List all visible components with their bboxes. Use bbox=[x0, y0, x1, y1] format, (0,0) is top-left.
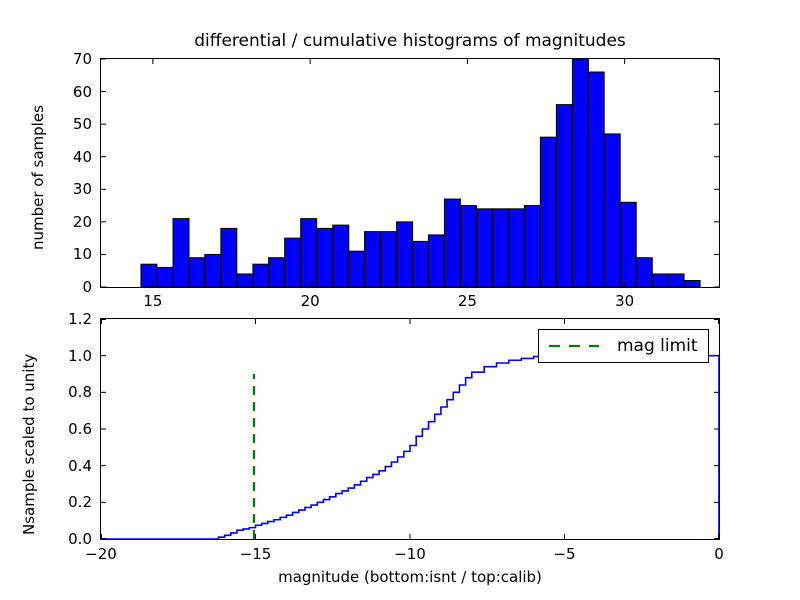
cumulative-histogram-xlabel: magnitude (bottom:isnt / top:calib) bbox=[278, 568, 542, 586]
histogram-bar bbox=[204, 253, 222, 287]
xtick-label: 0 bbox=[714, 545, 724, 563]
histogram-bar bbox=[364, 231, 382, 287]
histogram-bar bbox=[667, 273, 685, 287]
ytick-label: 70 bbox=[72, 50, 92, 68]
ytick-label: 30 bbox=[72, 180, 92, 199]
ytick-label: 10 bbox=[72, 245, 92, 264]
histogram-bar bbox=[188, 257, 206, 287]
differential-histogram-ylabel: number of samples bbox=[29, 105, 47, 250]
histogram-bar bbox=[236, 273, 254, 287]
histogram-bar bbox=[156, 266, 174, 287]
histogram-bar bbox=[443, 198, 461, 287]
histogram-bar bbox=[459, 205, 477, 287]
histogram-bar bbox=[427, 234, 445, 287]
histogram-bar bbox=[492, 208, 510, 287]
differential-histogram-plot bbox=[101, 59, 719, 287]
ytick-label: 1.2 bbox=[68, 310, 92, 328]
histogram-bar bbox=[635, 257, 653, 287]
figure-title: differential / cumulative histograms of … bbox=[194, 31, 626, 51]
legend-label-mag-limit: mag limit bbox=[617, 336, 698, 356]
ytick-label: 20 bbox=[72, 212, 92, 231]
histogram-bar bbox=[380, 231, 398, 287]
histogram-bar bbox=[348, 250, 365, 287]
histogram-bar bbox=[268, 257, 286, 287]
legend: mag limit bbox=[538, 329, 709, 363]
histogram-bar bbox=[316, 227, 334, 287]
histogram-bar bbox=[172, 218, 190, 287]
cumulative-histogram-plot bbox=[101, 319, 719, 539]
histogram-bar bbox=[140, 263, 158, 287]
xtick-label: −10 bbox=[394, 545, 426, 563]
histogram-bar bbox=[284, 237, 302, 287]
histogram-bar bbox=[539, 136, 557, 287]
xtick-label: 20 bbox=[300, 292, 320, 310]
histogram-bar bbox=[587, 71, 605, 287]
histogram-bar bbox=[683, 279, 701, 287]
histogram-bar bbox=[651, 273, 669, 287]
histogram-bar bbox=[252, 263, 270, 287]
xtick-label: 30 bbox=[615, 292, 635, 310]
ytick-label: 0.8 bbox=[68, 383, 92, 402]
ytick-label: 0.2 bbox=[68, 493, 92, 512]
ytick-label: 60 bbox=[72, 82, 92, 101]
histogram-bar bbox=[332, 224, 350, 287]
histogram-bar bbox=[555, 104, 573, 287]
ytick-label: 50 bbox=[72, 115, 92, 134]
differential-histogram-axes bbox=[100, 58, 720, 288]
histogram-bar bbox=[396, 221, 414, 287]
ytick-label: 1.0 bbox=[68, 346, 92, 365]
histogram-bar bbox=[476, 208, 493, 287]
ytick-label: 0 bbox=[82, 278, 92, 296]
ytick-label: 0.0 bbox=[68, 530, 92, 548]
xtick-label: 25 bbox=[457, 292, 477, 310]
histogram-bar bbox=[523, 205, 541, 287]
histogram-bar bbox=[619, 201, 637, 287]
xtick-label: 15 bbox=[143, 292, 163, 310]
histogram-bar bbox=[300, 218, 318, 287]
ytick-label: 0.6 bbox=[68, 420, 92, 438]
xtick-label: −5 bbox=[553, 545, 576, 563]
xtick-label: −15 bbox=[239, 545, 272, 563]
xtick-label: −20 bbox=[85, 545, 117, 563]
ytick-label: 0.4 bbox=[68, 456, 92, 475]
cumulative-curve bbox=[101, 354, 719, 539]
histogram-bar bbox=[571, 59, 589, 287]
histogram-bar bbox=[507, 208, 525, 287]
mag-limit-line-icon bbox=[549, 344, 599, 348]
ytick-label: 40 bbox=[72, 147, 92, 166]
histogram-bar bbox=[412, 240, 430, 287]
cumulative-histogram-ylabel: Nsample scaled to unity bbox=[20, 353, 38, 535]
histogram-bar bbox=[220, 227, 238, 287]
histogram-bar bbox=[603, 133, 621, 287]
